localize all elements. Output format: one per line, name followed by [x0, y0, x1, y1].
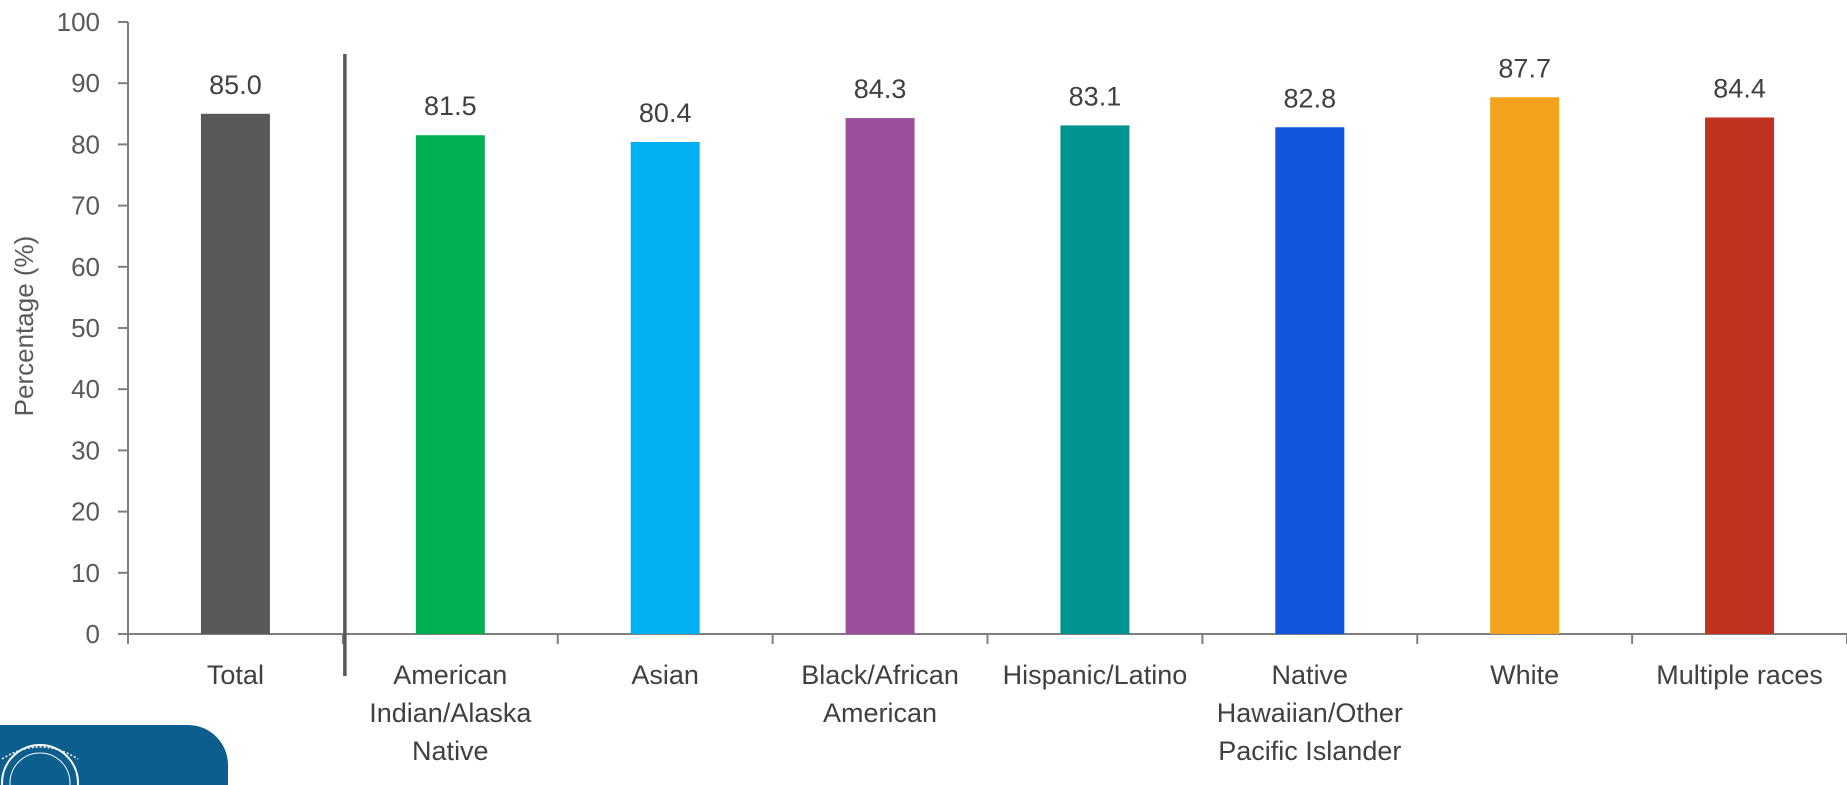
bar: [200, 113, 270, 635]
data-label: 84.4: [1713, 73, 1766, 103]
y-tick-label: 30: [71, 435, 100, 465]
bar: [415, 135, 485, 634]
x-tick-label-line: White: [1490, 660, 1559, 690]
x-tick-label-line: Native: [1272, 660, 1349, 690]
y-tick-label: 10: [71, 558, 100, 588]
y-tick-label: 20: [71, 497, 100, 527]
x-tick-label: Asian: [631, 660, 699, 690]
x-tick-label: American Indian/Alaska Native: [369, 660, 532, 765]
data-labels: 85.0 81.5 80.4 84.3 83.1 82.8 87.7 84.4: [209, 53, 1766, 128]
y-tick-label: 60: [71, 252, 100, 282]
y-tick-label: 100: [57, 7, 100, 37]
x-tick-label-line: Native: [412, 736, 489, 765]
x-tick-label: Total: [207, 660, 264, 690]
y-tick-label: 50: [71, 313, 100, 343]
x-tick-label-line: Indian/Alaska: [369, 698, 532, 728]
x-tick-label: Black/African American: [801, 660, 959, 728]
y-axis-label: Percentage (%): [9, 236, 39, 417]
y-tick-label: 40: [71, 374, 100, 404]
data-label: 81.5: [424, 91, 477, 121]
x-tick-label-line: Hawaiian/Other: [1217, 698, 1403, 728]
x-tick-label-line: Multiple races: [1656, 660, 1823, 690]
y-tick-label: 0: [86, 619, 100, 649]
bar: [845, 118, 915, 635]
x-tick-label-line: American: [823, 698, 937, 728]
bar-chart: Percentage (%) 0 10 20 30 40 50 60 70 80 90 100 85…: [9, 7, 1847, 765]
x-tick-label-line: Total: [207, 660, 264, 690]
bars: [200, 97, 1775, 635]
x-tick-label: White: [1490, 660, 1559, 690]
y-tick-label: 90: [71, 68, 100, 98]
x-tick-label-line: Hispanic/Latino: [1003, 660, 1188, 690]
x-tick-label: Multiple races: [1656, 660, 1823, 690]
bar: [630, 141, 700, 634]
x-tick-label-line: Pacific Islander: [1218, 736, 1401, 765]
x-tick-label: Hispanic/Latino: [1003, 660, 1188, 690]
x-tick-label-line: Asian: [631, 660, 699, 690]
data-label: 82.8: [1284, 83, 1337, 113]
bar: [1490, 97, 1560, 634]
bar: [1060, 125, 1130, 634]
x-tick-label-line: American: [393, 660, 507, 690]
y-tick-label: 70: [71, 191, 100, 221]
data-label: 83.1: [1069, 81, 1122, 111]
y-axis: 0 10 20 30 40 50 60 70 80 90 100: [57, 7, 129, 649]
seal-icon: [1, 744, 79, 785]
data-label: 85.0: [209, 70, 262, 100]
bar: [1275, 127, 1345, 634]
bar: [1705, 117, 1775, 635]
x-axis: [127, 54, 1847, 676]
data-label: 87.7: [1498, 53, 1551, 83]
data-label: 80.4: [639, 98, 692, 128]
y-tick-label: 80: [71, 129, 100, 159]
category-labels: Total American Indian/Alaska Native Asian Bla…: [207, 660, 1823, 765]
x-tick-label: Native Hawaiian/Other Pacific Islander: [1217, 660, 1403, 765]
data-label: 84.3: [854, 74, 907, 104]
hhs-seal-badge: [0, 725, 228, 785]
x-tick-label-line: Black/African: [801, 660, 959, 690]
